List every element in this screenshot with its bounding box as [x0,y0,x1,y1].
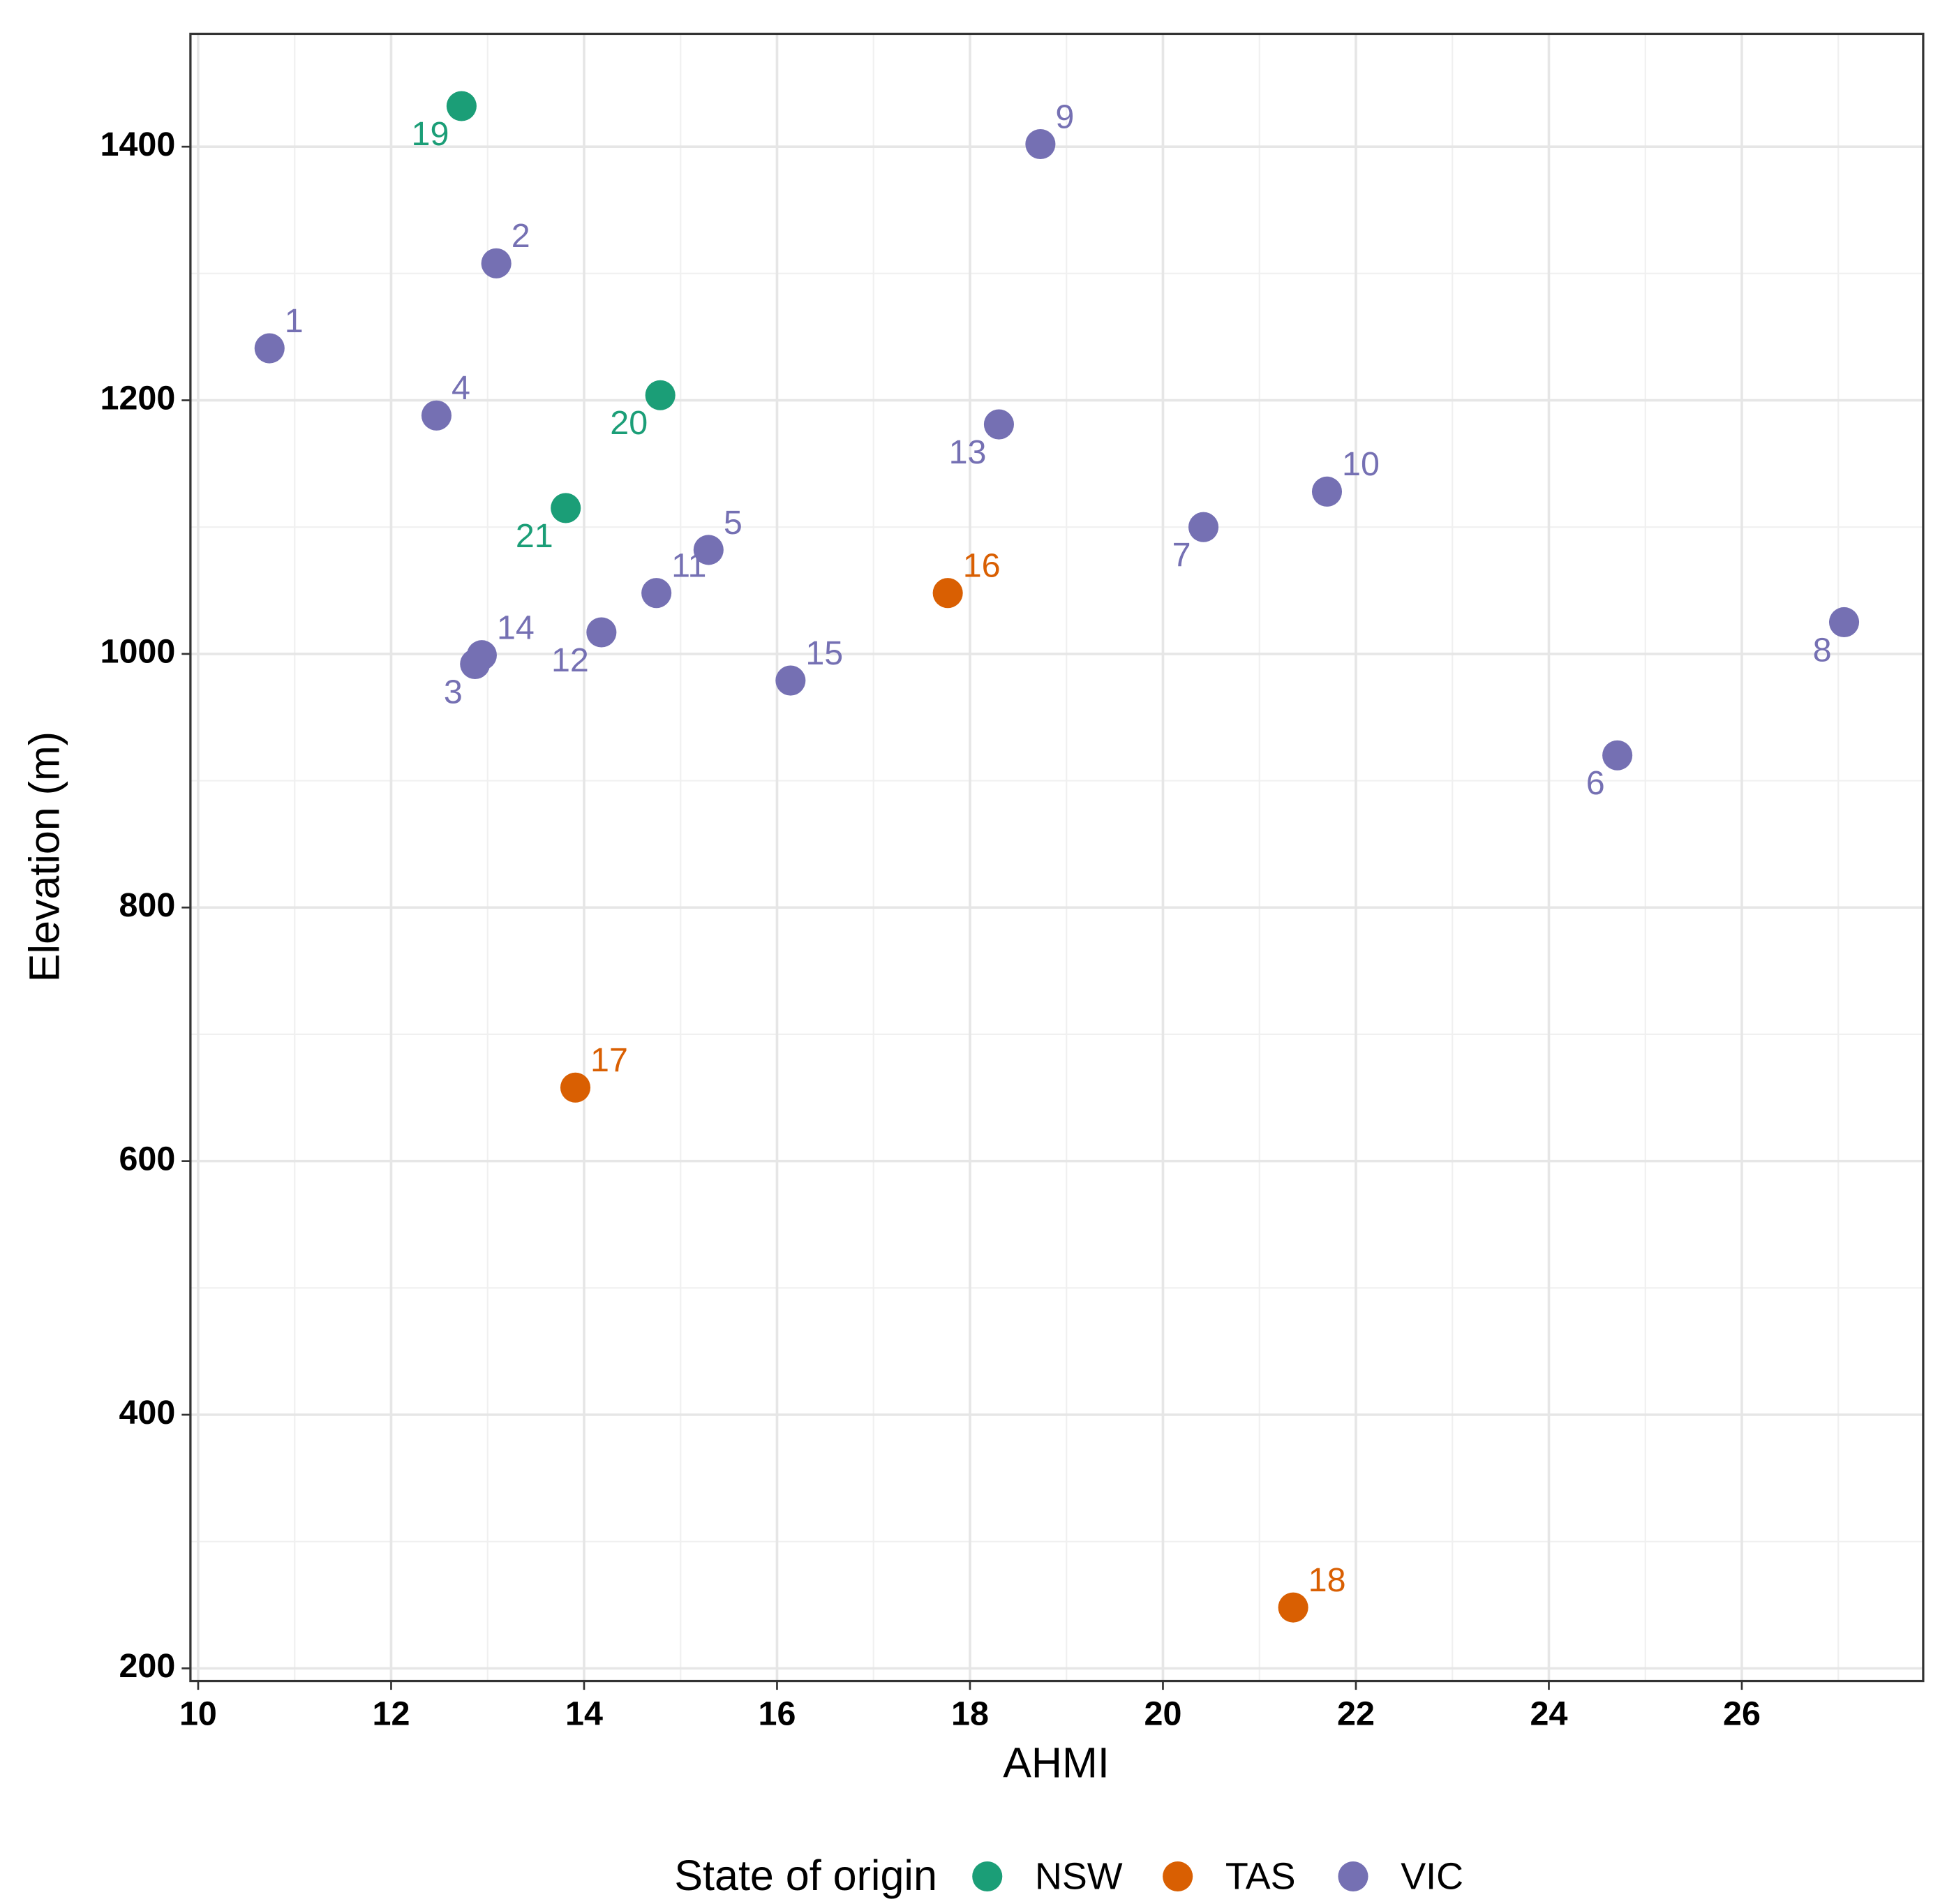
x-tick-label: 10 [179,1695,217,1733]
point-label: 10 [1342,445,1380,483]
point-label: 2 [512,217,530,255]
point [254,333,285,364]
y-axis-title: Elevation (m) [20,731,68,982]
x-tick-label: 24 [1530,1695,1568,1733]
x-tick-label: 14 [565,1695,603,1733]
point [641,578,672,609]
point-label: 3 [444,673,463,711]
point-label: 1 [285,302,304,340]
legend-label: TAS [1225,1855,1296,1897]
plot-border [189,32,1925,1683]
point [1278,1592,1308,1623]
point-label: 6 [1586,764,1605,802]
point-label: 21 [516,517,553,555]
point [775,665,806,696]
point-label: 18 [1308,1561,1346,1599]
point-label: 11 [671,547,706,585]
y-tick-label: 600 [119,1140,175,1177]
point [645,380,676,410]
legend-label: NSW [1035,1855,1123,1897]
x-tick-label: 16 [759,1695,796,1733]
x-tick-label: 18 [951,1695,989,1733]
point [693,535,724,565]
point-label: 16 [963,547,1001,585]
point-label: 12 [551,641,589,679]
point [481,248,512,278]
point [1828,607,1860,638]
point-label: 15 [805,634,843,672]
x-tick-label: 22 [1337,1695,1375,1733]
y-tick-label: 1200 [100,379,176,417]
point [466,640,497,671]
point [551,493,581,523]
point-label: 20 [610,404,648,442]
point [421,400,452,431]
point-label: 7 [1172,536,1191,574]
y-tick-label: 800 [119,886,175,924]
point [1311,476,1343,507]
legend-swatch [972,1861,1003,1892]
point [1188,512,1219,542]
legend-label: VIC [1401,1855,1463,1897]
x-axis-title: AHMI [1003,1739,1110,1787]
point [932,578,963,609]
point-label: 19 [412,115,449,153]
point [560,1072,591,1103]
x-tick-label: 20 [1144,1695,1182,1733]
point-label: 13 [949,433,987,471]
y-tick-label: 1400 [100,126,176,163]
y-tick-label: 1000 [100,633,176,671]
point-label: 17 [590,1041,628,1079]
y-tick-label: 200 [119,1647,175,1685]
y-tick-label: 400 [119,1394,175,1431]
point-label: 5 [724,504,743,542]
point-label: 8 [1813,631,1832,669]
legend-title: State of origin [674,1852,937,1899]
point [1025,128,1056,160]
legend-swatch [1163,1861,1193,1892]
x-tick-label: 12 [373,1695,410,1733]
point-label: 14 [497,609,535,647]
point-label: 4 [452,369,470,407]
x-tick-label: 26 [1723,1695,1761,1733]
legend-swatch [1338,1861,1368,1892]
point [983,409,1014,440]
point-label: 9 [1055,98,1074,135]
point [446,91,477,121]
point [1602,740,1633,771]
point [586,617,617,648]
